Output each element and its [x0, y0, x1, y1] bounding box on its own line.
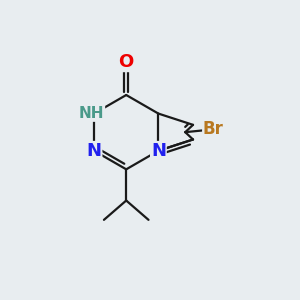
- Text: NH: NH: [79, 106, 104, 121]
- Text: N: N: [86, 142, 101, 160]
- Text: Br: Br: [203, 120, 224, 138]
- Text: O: O: [118, 53, 134, 71]
- Text: N: N: [151, 142, 166, 160]
